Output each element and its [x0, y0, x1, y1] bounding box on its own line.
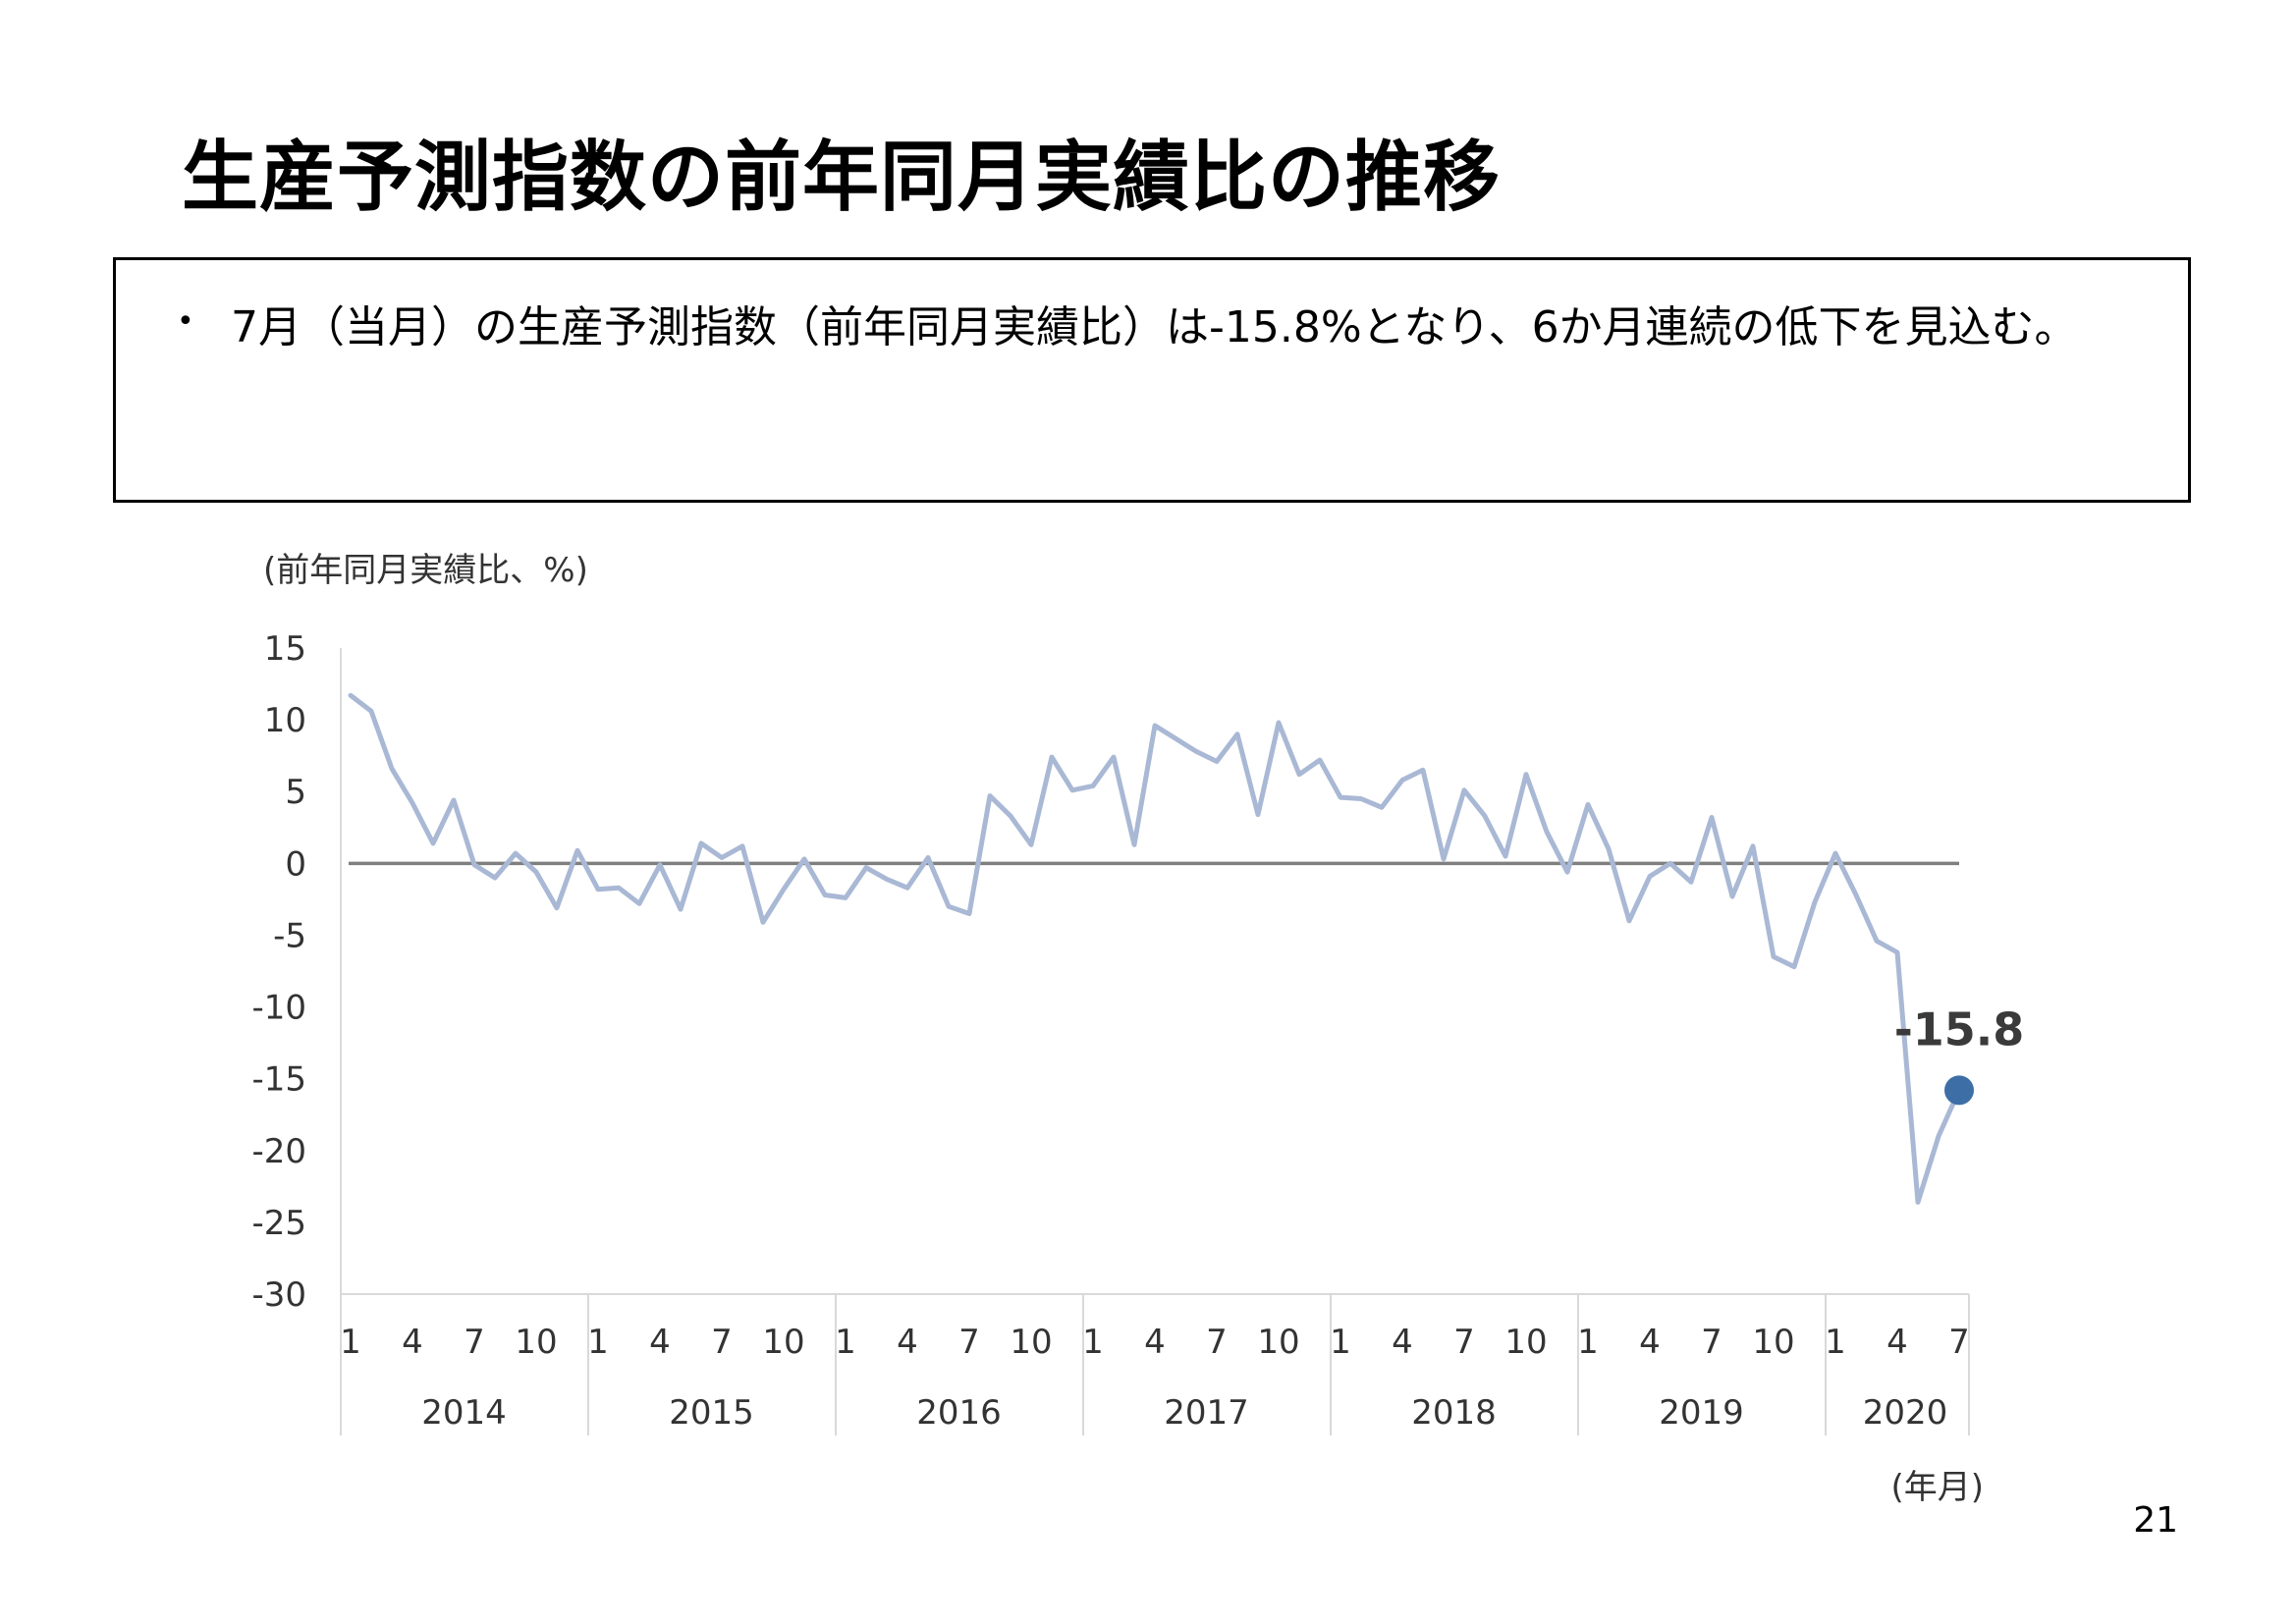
month-tick-label: 4	[1886, 1323, 1908, 1362]
month-tick-label: 7	[464, 1323, 485, 1362]
y-tick-label: -30	[251, 1275, 306, 1315]
month-tick-label: 4	[1392, 1323, 1413, 1362]
year-label: 2019	[1659, 1393, 1744, 1433]
y-tick-label: -5	[273, 916, 306, 955]
month-tick-label: 7	[958, 1323, 980, 1362]
summary-text: 7月（当月）の生産予測指数（前年同月実績比）は-15.8%となり、6か月連続の低…	[231, 302, 2078, 352]
y-tick-label: 0	[285, 844, 306, 884]
y-tick-label: -25	[251, 1204, 306, 1243]
y-tick-label: -10	[251, 989, 306, 1028]
highlight-point	[1944, 1075, 1974, 1106]
month-tick-label: 1	[1577, 1323, 1599, 1362]
month-tick-label: 10	[762, 1323, 804, 1362]
month-tick-label: 10	[1010, 1323, 1052, 1362]
month-tick-label: 4	[402, 1323, 423, 1362]
month-tick-label: 7	[711, 1323, 733, 1362]
year-label: 2016	[916, 1393, 1002, 1433]
y-tick-label: -20	[251, 1132, 306, 1171]
y-tick-label: 15	[264, 629, 306, 669]
bullet-point: •	[177, 304, 194, 339]
month-tick-label: 1	[340, 1323, 361, 1362]
month-tick-label: 7	[1206, 1323, 1228, 1362]
x-axis-unit-label: (年月)	[1890, 1468, 1984, 1507]
callout-label: -15.8	[1894, 1002, 2025, 1056]
month-tick-label: 10	[1504, 1323, 1547, 1362]
y-axis-unit-label: (前年同月実績比、%)	[263, 551, 588, 590]
month-tick-label: 7	[1948, 1323, 1970, 1362]
year-label: 2015	[669, 1393, 754, 1433]
month-tick-label: 1	[1825, 1323, 1846, 1362]
month-tick-label: 1	[1082, 1323, 1104, 1362]
year-label: 2014	[421, 1393, 507, 1433]
y-tick-label: -15	[251, 1060, 306, 1100]
month-tick-label: 4	[649, 1323, 671, 1362]
month-tick-label: 4	[1144, 1323, 1166, 1362]
y-tick-label: 5	[285, 773, 306, 812]
month-tick-label: 7	[1701, 1323, 1722, 1362]
month-tick-label: 10	[1752, 1323, 1794, 1362]
summary-box	[113, 257, 2191, 503]
month-tick-label: 1	[587, 1323, 609, 1362]
year-label: 2018	[1411, 1393, 1497, 1433]
year-label: 2020	[1863, 1393, 1948, 1433]
y-tick-label: 10	[264, 701, 306, 740]
month-tick-label: 10	[1257, 1323, 1299, 1362]
month-tick-label: 10	[515, 1323, 557, 1362]
month-tick-label: 7	[1453, 1323, 1475, 1362]
series-line	[348, 692, 1962, 1205]
month-tick-label: 1	[1330, 1323, 1351, 1362]
page-number: 21	[2133, 1500, 2178, 1541]
year-label: 2017	[1164, 1393, 1249, 1433]
page-title: 生産予測指数の前年同月実績比の推移	[182, 134, 1502, 222]
month-tick-label: 4	[897, 1323, 918, 1362]
month-tick-label: 4	[1639, 1323, 1661, 1362]
month-tick-label: 1	[835, 1323, 856, 1362]
